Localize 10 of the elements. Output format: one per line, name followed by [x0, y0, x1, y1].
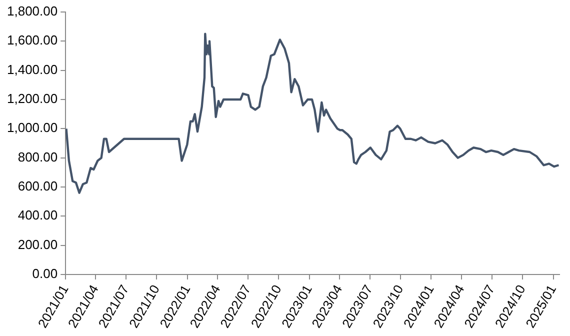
y-tick-label: 600.00 — [18, 178, 58, 194]
y-tick-label: 1,000.00 — [6, 120, 58, 136]
y-tick-label: 0.00 — [32, 266, 58, 282]
y-tick-label: 1,800.00 — [6, 4, 58, 19]
y-tick-label: 800.00 — [18, 149, 58, 164]
y-tick-label: 200.00 — [18, 236, 58, 252]
y-tick-label: 1,600.00 — [6, 32, 58, 48]
y-tick-label: 1,200.00 — [6, 91, 58, 106]
y-tick-label: 1,400.00 — [6, 62, 58, 77]
y-tick-label: 400.00 — [18, 208, 58, 223]
